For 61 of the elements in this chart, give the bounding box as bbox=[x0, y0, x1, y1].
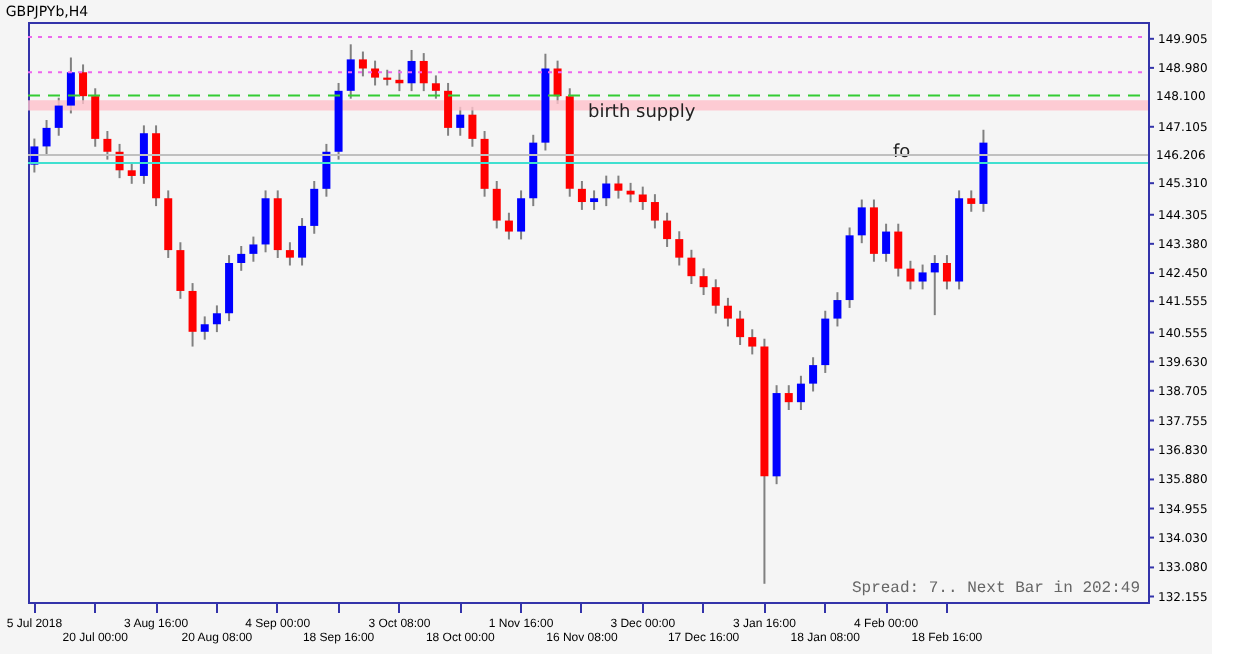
candlestick bbox=[857, 198, 866, 245]
candlestick bbox=[346, 43, 355, 100]
candlestick bbox=[103, 130, 112, 161]
candlestick bbox=[602, 174, 611, 208]
candlestick bbox=[699, 267, 708, 297]
candlestick bbox=[444, 81, 453, 137]
candlestick bbox=[371, 59, 380, 87]
candlestick bbox=[614, 174, 623, 200]
candlestick bbox=[723, 296, 732, 328]
candlestick bbox=[419, 52, 428, 93]
candlestick bbox=[663, 211, 672, 248]
candlestick bbox=[200, 315, 209, 341]
candlestick bbox=[748, 328, 757, 356]
candlestick bbox=[517, 189, 526, 241]
candlestick bbox=[456, 105, 465, 137]
candlestick bbox=[869, 198, 878, 263]
candlestick bbox=[285, 241, 294, 267]
candlestick bbox=[930, 254, 939, 317]
candlestick bbox=[261, 189, 270, 254]
candlestick bbox=[298, 217, 307, 267]
candlestick bbox=[79, 63, 88, 105]
candlestick bbox=[882, 222, 891, 263]
band-label: birth supply bbox=[588, 102, 697, 123]
candlestick bbox=[553, 59, 562, 105]
candlestick bbox=[66, 56, 75, 115]
candlestick bbox=[310, 179, 319, 235]
candlestick bbox=[237, 245, 246, 272]
candlestick bbox=[906, 259, 915, 291]
candlestick bbox=[833, 291, 842, 328]
candlestick bbox=[212, 304, 221, 334]
candlestick bbox=[249, 235, 258, 263]
candlestick bbox=[687, 248, 696, 286]
candlestick bbox=[54, 96, 63, 137]
candlestick bbox=[894, 222, 903, 278]
candlestick bbox=[468, 105, 477, 148]
candlestick bbox=[638, 185, 647, 211]
candlestick bbox=[407, 48, 416, 93]
candlestick bbox=[809, 356, 818, 393]
candlestick bbox=[91, 87, 100, 148]
candlestick bbox=[358, 50, 367, 78]
candlestick bbox=[176, 241, 185, 300]
annotation: Spread: 7.. Next Bar in 202:49 bbox=[851, 580, 1141, 598]
candlestick bbox=[967, 189, 976, 213]
candlestick bbox=[675, 230, 684, 267]
candlestick bbox=[821, 309, 830, 374]
candlestick bbox=[139, 124, 148, 185]
candlestick bbox=[504, 211, 513, 241]
candlestick bbox=[431, 74, 440, 100]
candlestick bbox=[796, 374, 805, 412]
candlestick bbox=[127, 161, 136, 185]
candlestick bbox=[942, 254, 951, 291]
candlestick bbox=[188, 282, 197, 348]
candlestick bbox=[650, 193, 659, 230]
candlestick bbox=[736, 309, 745, 346]
candlestick bbox=[590, 189, 599, 211]
candlestick bbox=[42, 119, 51, 156]
candlestick bbox=[492, 179, 501, 230]
candlestick bbox=[711, 278, 720, 315]
candlestick bbox=[577, 179, 586, 211]
candlestick bbox=[918, 263, 927, 291]
candlestick bbox=[784, 384, 793, 412]
